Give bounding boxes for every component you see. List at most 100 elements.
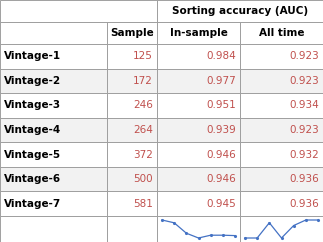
Text: Sample: Sample bbox=[110, 28, 154, 38]
Bar bbox=[0, 0, 157, 22]
Bar bbox=[157, 118, 240, 142]
Bar bbox=[107, 167, 157, 191]
Text: 0.946: 0.946 bbox=[206, 150, 236, 159]
Bar bbox=[107, 93, 157, 118]
Text: 0.945: 0.945 bbox=[206, 199, 236, 209]
Bar bbox=[157, 0, 323, 22]
Text: Vintage-4: Vintage-4 bbox=[4, 125, 61, 135]
Text: 264: 264 bbox=[133, 125, 153, 135]
Bar bbox=[157, 142, 240, 167]
Bar bbox=[157, 167, 240, 191]
Text: 125: 125 bbox=[133, 51, 153, 61]
Bar bbox=[240, 22, 323, 44]
Bar bbox=[0, 216, 107, 242]
Bar bbox=[240, 44, 323, 68]
Bar bbox=[240, 167, 323, 191]
Bar bbox=[0, 216, 107, 242]
Text: 0.923: 0.923 bbox=[289, 76, 319, 86]
Bar bbox=[157, 44, 240, 68]
Text: 0.977: 0.977 bbox=[206, 76, 236, 86]
Text: 581: 581 bbox=[133, 199, 153, 209]
Text: 0.923: 0.923 bbox=[289, 125, 319, 135]
Bar bbox=[240, 68, 323, 93]
Bar bbox=[107, 167, 157, 191]
Text: 0.934: 0.934 bbox=[289, 100, 319, 110]
Bar bbox=[157, 191, 240, 216]
Text: 0.951: 0.951 bbox=[206, 100, 236, 110]
Bar bbox=[240, 142, 323, 167]
Bar bbox=[240, 118, 323, 142]
Bar bbox=[0, 118, 107, 142]
Text: 0.984: 0.984 bbox=[206, 51, 236, 61]
Bar bbox=[157, 118, 240, 142]
Bar bbox=[157, 68, 240, 93]
Bar bbox=[0, 167, 107, 191]
Text: 0.923: 0.923 bbox=[289, 51, 319, 61]
Text: Vintage-1: Vintage-1 bbox=[4, 51, 61, 61]
Text: Vintage-3: Vintage-3 bbox=[4, 100, 61, 110]
Bar bbox=[157, 22, 240, 44]
Bar bbox=[107, 216, 157, 242]
Bar bbox=[157, 216, 240, 242]
Bar bbox=[0, 191, 107, 216]
Text: 246: 246 bbox=[133, 100, 153, 110]
Bar bbox=[107, 68, 157, 93]
Bar bbox=[0, 118, 107, 142]
Bar bbox=[157, 93, 240, 118]
Bar bbox=[240, 216, 323, 242]
Bar bbox=[240, 167, 323, 191]
Bar bbox=[157, 191, 240, 216]
Bar bbox=[157, 93, 240, 118]
Bar bbox=[240, 93, 323, 118]
Bar bbox=[240, 44, 323, 68]
Bar bbox=[107, 118, 157, 142]
Bar bbox=[107, 44, 157, 68]
Text: 372: 372 bbox=[133, 150, 153, 159]
Bar bbox=[0, 167, 107, 191]
Bar bbox=[0, 142, 107, 167]
Bar bbox=[107, 22, 157, 44]
Bar bbox=[107, 68, 157, 93]
Bar bbox=[0, 22, 107, 44]
Bar bbox=[157, 44, 240, 68]
Text: 0.936: 0.936 bbox=[289, 199, 319, 209]
Bar bbox=[0, 191, 107, 216]
Bar bbox=[0, 68, 107, 93]
Bar bbox=[107, 118, 157, 142]
Bar bbox=[107, 142, 157, 167]
Text: All time: All time bbox=[259, 28, 304, 38]
Bar bbox=[157, 0, 323, 22]
Text: 172: 172 bbox=[133, 76, 153, 86]
Text: 0.946: 0.946 bbox=[206, 174, 236, 184]
Text: 0.932: 0.932 bbox=[289, 150, 319, 159]
Text: 500: 500 bbox=[133, 174, 153, 184]
Text: In-sample: In-sample bbox=[170, 28, 227, 38]
Bar bbox=[240, 118, 323, 142]
Bar bbox=[0, 93, 107, 118]
Text: 0.939: 0.939 bbox=[206, 125, 236, 135]
Bar bbox=[107, 93, 157, 118]
Text: Sorting accuracy (AUC): Sorting accuracy (AUC) bbox=[172, 6, 308, 16]
Bar bbox=[0, 44, 107, 68]
Bar bbox=[107, 216, 157, 242]
Bar bbox=[240, 216, 323, 242]
Text: Vintage-5: Vintage-5 bbox=[4, 150, 61, 159]
Bar bbox=[157, 142, 240, 167]
Text: Vintage-2: Vintage-2 bbox=[4, 76, 61, 86]
Text: Vintage-6: Vintage-6 bbox=[4, 174, 61, 184]
Bar bbox=[0, 0, 157, 22]
Bar bbox=[240, 93, 323, 118]
Bar bbox=[0, 68, 107, 93]
Bar bbox=[157, 22, 240, 44]
Bar bbox=[240, 68, 323, 93]
Bar bbox=[107, 22, 157, 44]
Bar bbox=[240, 191, 323, 216]
Bar bbox=[240, 142, 323, 167]
Bar bbox=[0, 142, 107, 167]
Bar bbox=[240, 191, 323, 216]
Bar bbox=[0, 93, 107, 118]
Bar bbox=[157, 68, 240, 93]
Bar bbox=[157, 167, 240, 191]
Bar bbox=[107, 191, 157, 216]
Bar bbox=[0, 44, 107, 68]
